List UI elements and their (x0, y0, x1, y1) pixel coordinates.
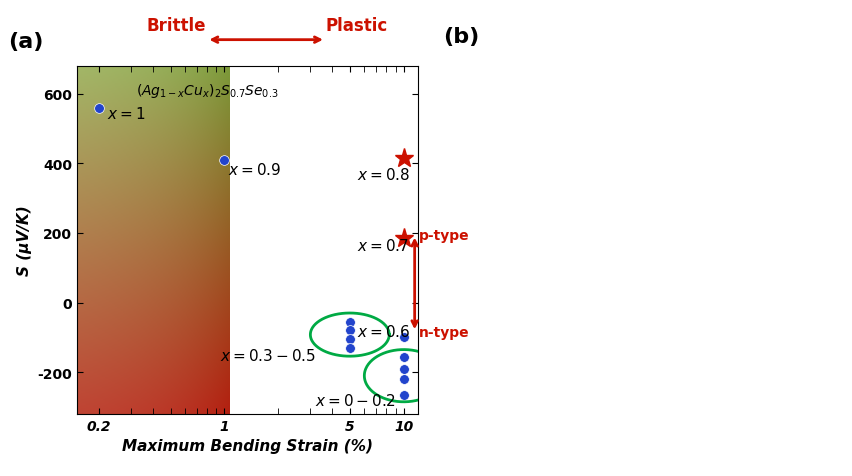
Text: $x = 0.6$: $x = 0.6$ (357, 323, 410, 339)
Y-axis label: S (μV/K): S (μV/K) (16, 205, 32, 276)
Text: $x = 0.9$: $x = 0.9$ (228, 161, 281, 178)
Text: $x = 0 - 0.2$: $x = 0 - 0.2$ (314, 392, 395, 408)
X-axis label: Maximum Bending Strain (%): Maximum Bending Strain (%) (122, 438, 372, 454)
Text: $(Ag_{1-x}Cu_x)_2S_{0.7}Se_{0.3}$: $(Ag_{1-x}Cu_x)_2S_{0.7}Se_{0.3}$ (135, 82, 278, 100)
Text: $x = 1$: $x = 1$ (106, 106, 145, 122)
Text: p-type: p-type (419, 228, 469, 242)
Text: n-type: n-type (419, 326, 469, 339)
Text: $x = 0.8$: $x = 0.8$ (357, 167, 410, 183)
Text: $x = 0.7$: $x = 0.7$ (357, 238, 409, 254)
Text: Plastic: Plastic (325, 18, 388, 35)
Text: $x = 0.3 - 0.5$: $x = 0.3 - 0.5$ (220, 347, 316, 363)
Text: (b): (b) (443, 28, 479, 48)
Text: (a): (a) (9, 32, 43, 52)
Text: Brittle: Brittle (147, 18, 206, 35)
